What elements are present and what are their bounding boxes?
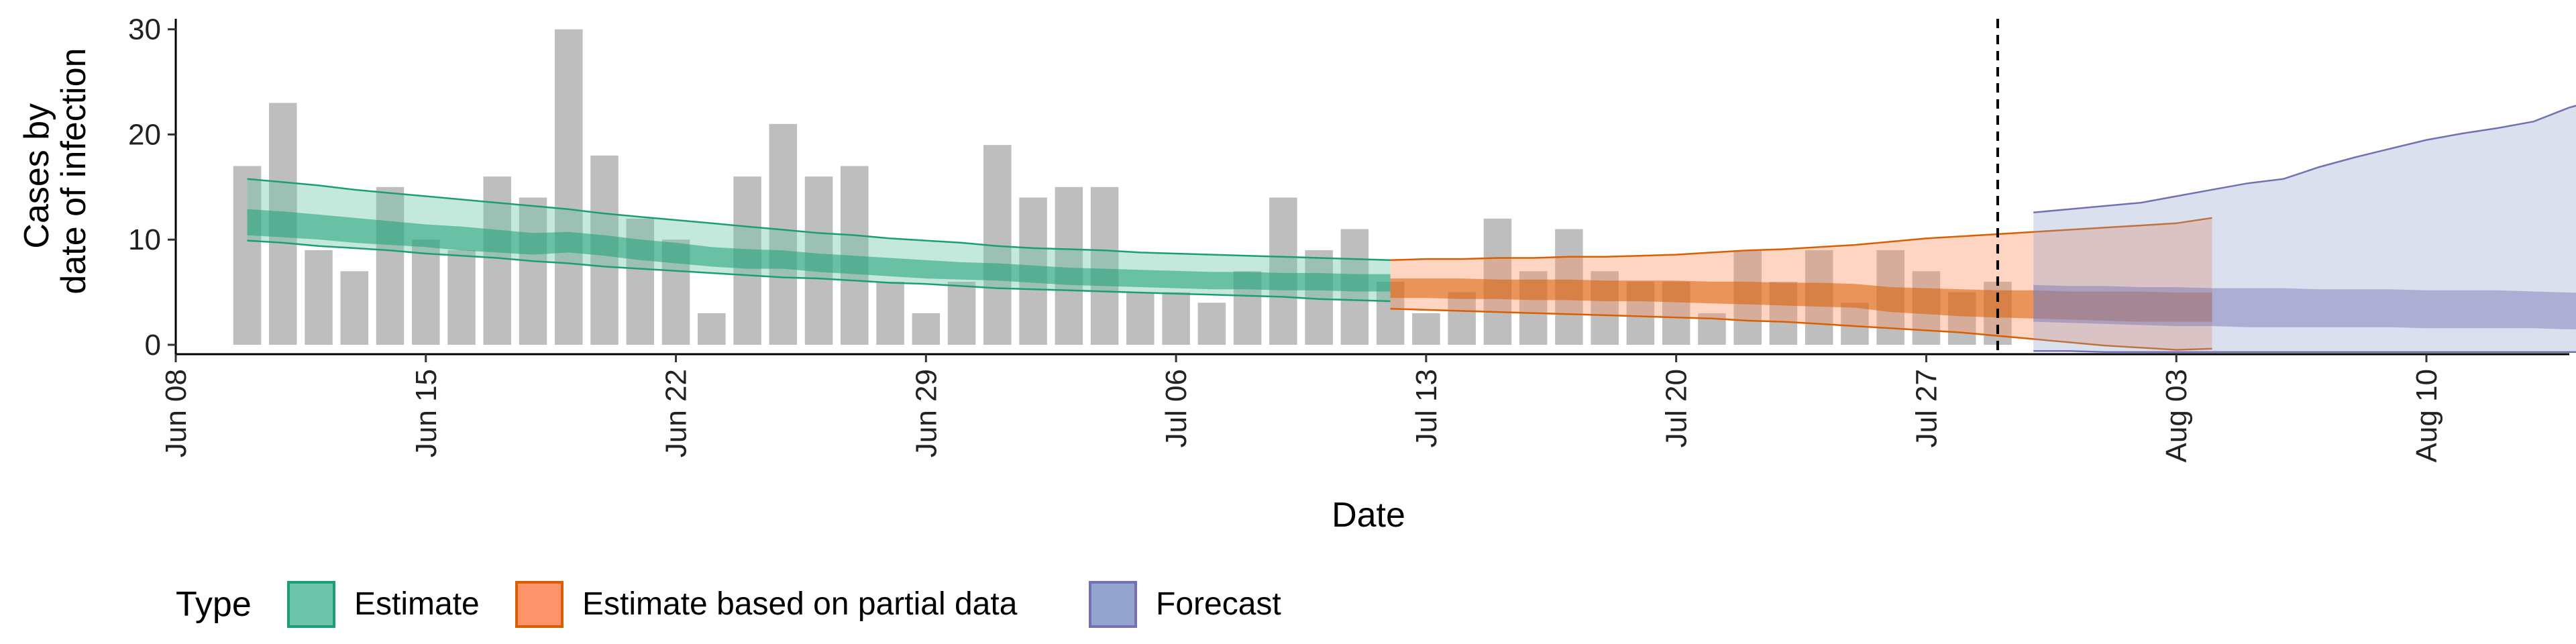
y-tick-label: 30 [128, 13, 161, 46]
case-bar [519, 197, 547, 345]
case-bar [912, 313, 941, 345]
forecast-outer-band [2033, 105, 2576, 352]
case-bar [1162, 292, 1190, 345]
forecast-upper-edge [2033, 105, 2576, 213]
forecast-lower-edge [2033, 350, 2576, 354]
legend: Type Estimate Estimate based on partial … [176, 581, 1281, 628]
case-bar [698, 313, 726, 345]
y-axis-title-line-2: date of infection [54, 48, 93, 294]
case-bar [1448, 292, 1476, 345]
x-tick-label: Jun 15 [410, 369, 443, 458]
x-tick-label: Aug 10 [2410, 369, 2443, 462]
y-tick-label: 10 [128, 223, 161, 256]
case-bar [376, 186, 405, 345]
estimate-ribbons [247, 105, 2576, 354]
case-bar [412, 239, 440, 345]
x-tick-label: Jun 08 [160, 369, 193, 458]
x-axis-title: Date [1332, 496, 1405, 535]
estimate-upper-edge [247, 178, 1391, 261]
legend-key-partial [515, 581, 564, 628]
legend-title: Type [176, 585, 252, 624]
legend-key-estimate [287, 581, 335, 628]
case-bar [1269, 197, 1297, 345]
y-tick-label: 0 [145, 329, 161, 362]
case-bar [876, 281, 904, 345]
case-bar [340, 271, 369, 345]
partial-lower-edge [1390, 308, 2212, 351]
case-bar [947, 281, 976, 345]
case-bar [483, 176, 512, 345]
case-bar [233, 166, 262, 345]
case-bar [1126, 292, 1155, 345]
x-tick-label: Aug 03 [2160, 369, 2193, 462]
case-bar [1412, 313, 1440, 345]
y-axis-title: Cases by date of infection [17, 48, 93, 294]
x-tick-label: Jul 27 [1910, 369, 1943, 447]
forecast-inner-band [2033, 284, 2576, 329]
legend-label-partial: Estimate based on partial data [582, 586, 1018, 622]
estimate-inner-band [247, 209, 1391, 292]
case-bar [1197, 303, 1226, 345]
partial-inner-band [1390, 278, 2212, 322]
case-bar [1305, 250, 1333, 345]
estimate-lower-edge [247, 239, 1391, 303]
y-axis-title-line-1: Cases by [17, 103, 56, 249]
x-tick-label: Jun 22 [660, 369, 693, 458]
tick-marks: 0 10 20 30 Jun 08 Jun 15 Jun 22 Jun 29 Jul 06 Jul… [128, 13, 2443, 463]
case-bar [447, 250, 476, 345]
case-bar [555, 29, 583, 345]
legend-label-estimate: Estimate [354, 586, 480, 622]
x-tick-label: Jul 20 [1660, 369, 1693, 447]
x-tick-label: Jun 29 [910, 369, 943, 458]
x-tick-label: Jul 06 [1160, 369, 1193, 447]
axes [174, 19, 2569, 356]
legend-key-forecast [1089, 581, 1137, 628]
x-tick-label: Jul 13 [1410, 369, 1443, 447]
legend-label-forecast: Forecast [1156, 586, 1281, 622]
case-bar [305, 250, 333, 345]
case-bar [1841, 303, 1869, 345]
case-bar [769, 123, 798, 345]
partial-upper-edge [1390, 217, 2212, 261]
case-bar [1055, 186, 1083, 345]
case-bar [1090, 186, 1119, 345]
y-tick-label: 20 [128, 118, 161, 151]
